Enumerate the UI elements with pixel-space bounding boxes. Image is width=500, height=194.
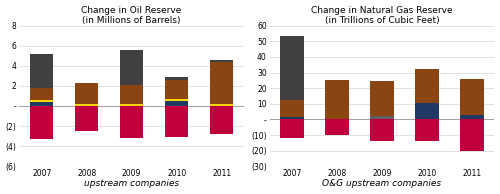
Bar (165, 81, 188, 99)
Bar (165, 101, 188, 106)
Bar (210, 106, 234, 134)
Bar (75, 106, 98, 131)
Bar (326, 80, 348, 120)
X-axis label: upstream companies: upstream companies (84, 179, 179, 188)
Bar (370, 115, 394, 120)
Bar (280, 100, 303, 117)
Bar (210, 60, 234, 62)
Bar (280, 36, 303, 100)
Bar (416, 69, 438, 103)
Bar (120, 86, 144, 104)
Bar (460, 115, 483, 120)
Bar (280, 120, 303, 138)
Title: Change in Oil Reserve
(in Millions of Barrels): Change in Oil Reserve (in Millions of Ba… (82, 6, 182, 25)
Bar (165, 99, 188, 101)
Bar (165, 106, 188, 137)
Bar (30, 100, 54, 102)
Bar (210, 104, 234, 106)
Bar (120, 106, 144, 138)
Title: Change in Natural Gas Reserve
(in Trillions of Cubic Feet): Change in Natural Gas Reserve (in Trilli… (311, 6, 453, 25)
Bar (370, 81, 394, 115)
Bar (120, 50, 144, 86)
Bar (75, 104, 98, 106)
Bar (120, 104, 144, 106)
Bar (280, 117, 303, 120)
Bar (416, 120, 438, 140)
Bar (165, 77, 188, 81)
Bar (460, 79, 483, 115)
Bar (460, 120, 483, 151)
Bar (416, 103, 438, 120)
Bar (210, 62, 234, 104)
Bar (326, 120, 348, 135)
Bar (30, 106, 54, 139)
Bar (370, 120, 394, 141)
Bar (75, 83, 98, 104)
Bar (30, 102, 54, 106)
X-axis label: O&G upstream companies: O&G upstream companies (322, 179, 442, 188)
Bar (30, 88, 54, 100)
Bar (30, 54, 54, 88)
